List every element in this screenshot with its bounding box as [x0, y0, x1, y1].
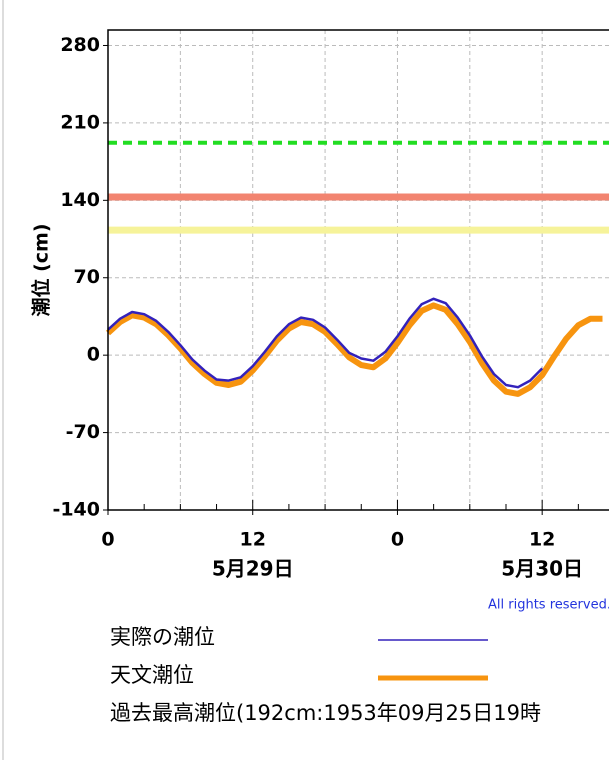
day-label: 5月29日	[212, 557, 294, 581]
x-tick-label: 12	[239, 529, 265, 551]
day-label: 5月30日	[501, 557, 583, 581]
y-tick-label: 140	[60, 189, 100, 211]
x-tick-label: 0	[391, 529, 404, 551]
y-tick-label: 0	[87, 344, 100, 366]
y-tick-label: -70	[66, 421, 100, 443]
legend-label: 実際の潮位	[110, 625, 215, 649]
x-tick-label: 0	[101, 529, 114, 551]
series-line	[107, 297, 544, 389]
y-axis-label: 潮位 (cm)	[30, 223, 53, 316]
legend-label: 天文潮位	[110, 663, 194, 687]
x-tick-label: 12	[529, 529, 555, 551]
y-tick-label: 210	[60, 111, 100, 133]
legend-label: 過去最高潮位(192cm:1953年09月25日19時	[110, 701, 541, 725]
copyright: All rights reserved.	[488, 598, 609, 613]
y-tick-label: -140	[52, 499, 100, 521]
series-line	[105, 302, 603, 397]
plot-frame	[107, 29, 609, 511]
y-tick-label: 70	[74, 266, 100, 288]
y-tick-label: 280	[60, 34, 100, 56]
